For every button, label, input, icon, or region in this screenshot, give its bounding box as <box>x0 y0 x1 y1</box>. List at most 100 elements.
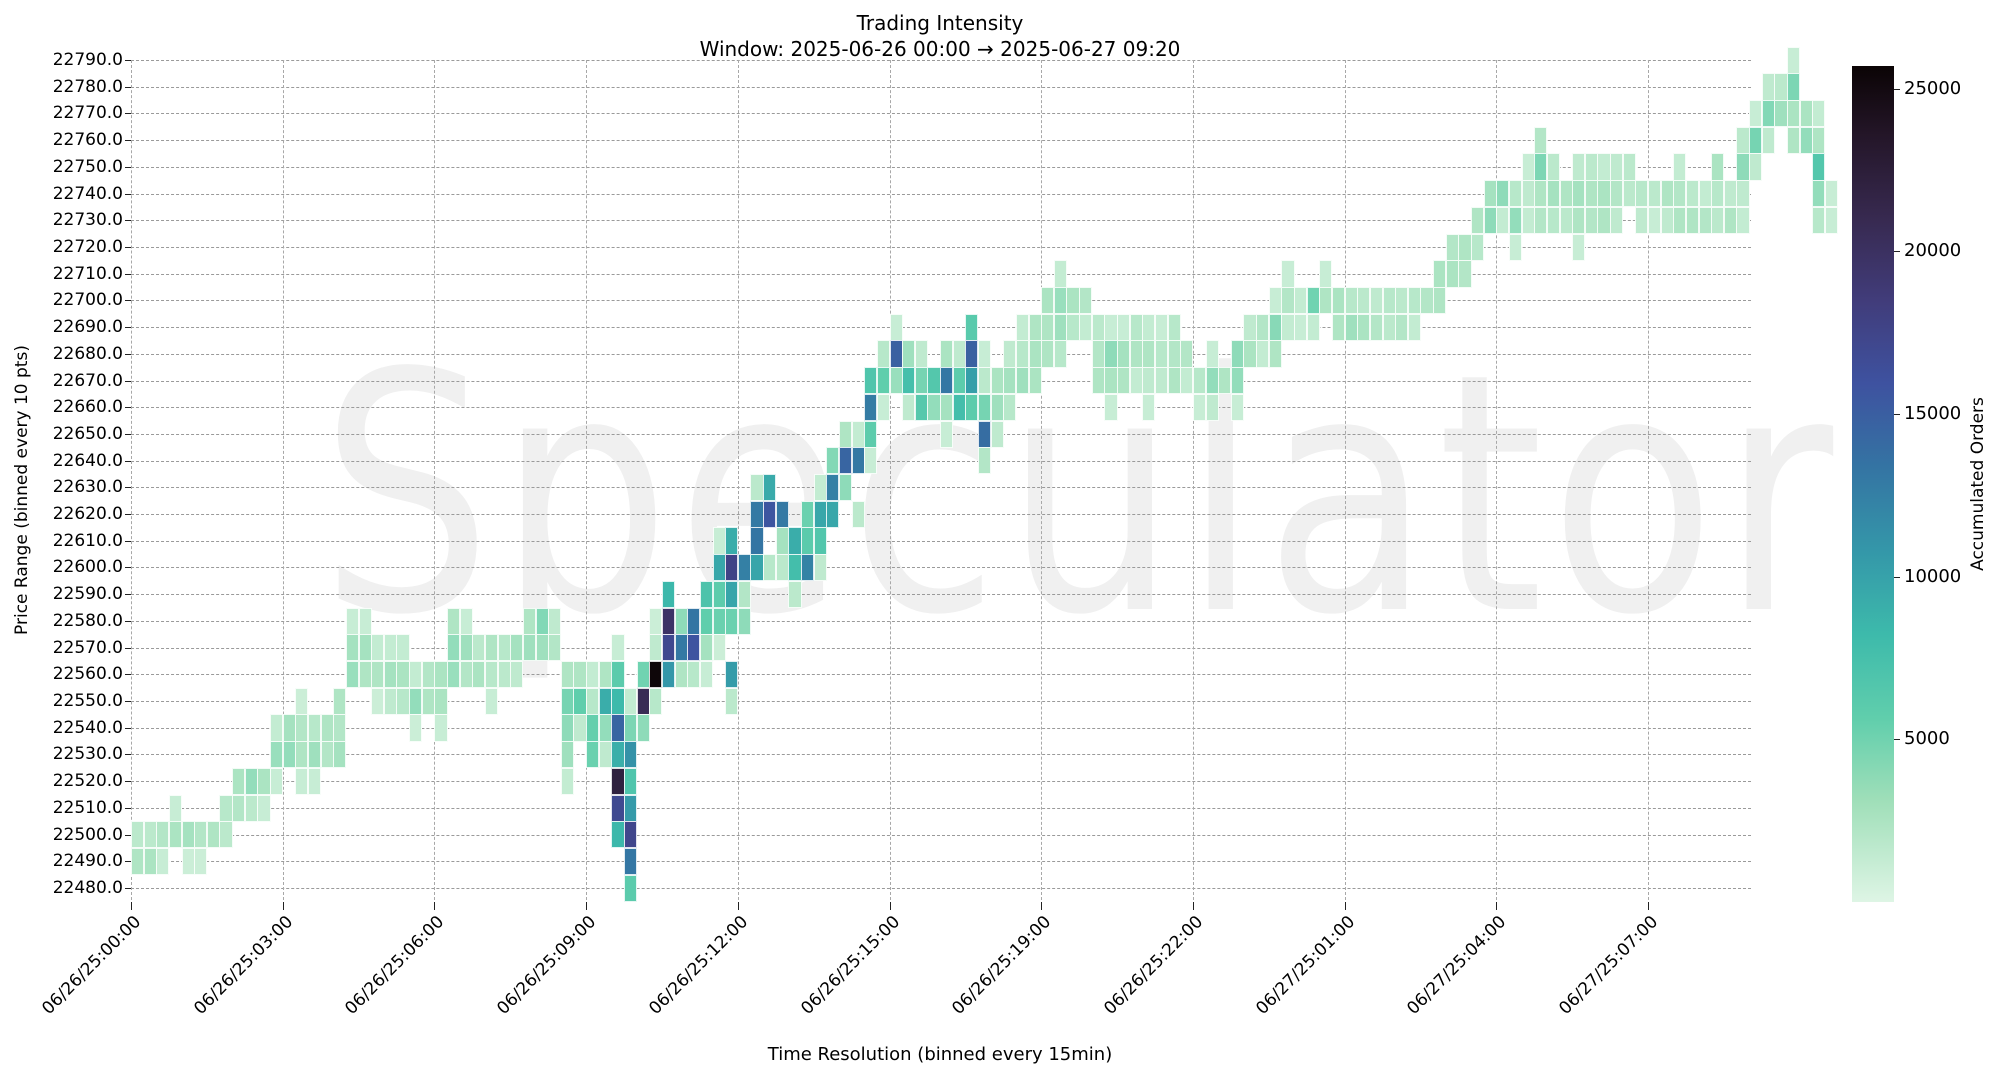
heatmap-cell <box>1572 180 1586 208</box>
heatmap-cell <box>1635 206 1649 235</box>
heatmap-cell <box>661 607 676 635</box>
heatmap-cell <box>586 660 600 689</box>
colorbar-label: Accumulated Orders <box>1968 397 1988 571</box>
heatmap-cell <box>940 340 954 368</box>
y-tick-mark <box>125 220 131 222</box>
heatmap-cell <box>1698 206 1712 235</box>
heatmap-cell <box>1129 313 1143 341</box>
y-tick-mark <box>125 620 131 622</box>
y-tick-label: 22670.0 <box>52 370 123 391</box>
y-tick-label: 22780.0 <box>52 76 123 97</box>
heatmap-cell <box>1053 287 1067 315</box>
heatmap-cell <box>763 474 777 502</box>
heatmap-cell <box>1154 367 1169 395</box>
heatmap-cell <box>1534 180 1548 208</box>
heatmap-cell <box>1104 393 1118 422</box>
y-tick-label: 22700.0 <box>52 290 123 311</box>
heatmap-cell <box>712 580 726 609</box>
heatmap-cell <box>1218 367 1232 395</box>
heatmap-cell <box>497 660 511 689</box>
heatmap-cell <box>1079 287 1093 315</box>
heatmap-cell <box>1041 340 1055 368</box>
heatmap-cell <box>1812 153 1826 181</box>
y-tick-mark <box>125 193 131 195</box>
y-gridline <box>131 727 1751 729</box>
heatmap-cell <box>1610 206 1624 235</box>
heatmap-cell <box>977 340 992 368</box>
y-gridline <box>131 193 1751 195</box>
heatmap-cell <box>484 634 499 662</box>
y-tick-label: 22720.0 <box>52 236 123 257</box>
heatmap-cell <box>1104 313 1118 341</box>
y-tick-label: 22760.0 <box>52 130 123 151</box>
heatmap-cell <box>1635 180 1649 208</box>
heatmap-cell <box>952 367 966 395</box>
heatmap-cell <box>965 340 979 368</box>
y-gridline <box>131 273 1751 275</box>
heatmap-cell <box>1180 367 1194 395</box>
heatmap-cell <box>244 767 258 796</box>
heatmap-cell <box>1053 260 1067 288</box>
y-tick-label: 22560.0 <box>52 664 123 685</box>
heatmap-cell <box>889 367 903 395</box>
heatmap-cell <box>775 527 789 555</box>
heatmap-cell <box>661 580 676 609</box>
y-gridline <box>131 594 1751 596</box>
heatmap-cell <box>560 714 574 742</box>
heatmap-cell <box>560 687 574 715</box>
y-gridline <box>131 220 1751 222</box>
heatmap-cell <box>1458 233 1472 261</box>
heatmap-cell <box>1117 367 1131 395</box>
heatmap-cell <box>1787 46 1801 74</box>
heatmap-cell <box>914 393 928 422</box>
heatmap-cell <box>725 527 739 555</box>
heatmap-cell <box>510 634 524 662</box>
heatmap-cell <box>307 767 322 796</box>
y-tick-label: 22530.0 <box>52 744 123 765</box>
heatmap-cell <box>1736 126 1750 154</box>
heatmap-cell <box>838 420 853 448</box>
x-tick-mark <box>1192 902 1194 910</box>
heatmap-cell <box>472 660 486 689</box>
heatmap-cell <box>636 687 650 715</box>
x-tick-label: 06/26/25:03:00 <box>190 912 297 1019</box>
y-gridline <box>131 674 1751 676</box>
heatmap-cell <box>257 794 271 822</box>
y-tick-mark <box>125 567 131 569</box>
heatmap-cell <box>358 660 372 689</box>
heatmap-cell <box>320 741 334 769</box>
x-tick-label: 06/27/25:01:00 <box>1251 912 1359 1019</box>
heatmap-cell <box>345 660 360 689</box>
heatmap-cell <box>990 420 1004 448</box>
heatmap-cell <box>1192 367 1207 395</box>
heatmap-cell <box>497 634 511 662</box>
heatmap-cell <box>1546 180 1560 208</box>
heatmap-cell <box>307 741 322 769</box>
y-tick-label: 22750.0 <box>52 156 123 177</box>
heatmap-cell <box>282 741 296 769</box>
heatmap-cell <box>1622 180 1636 208</box>
colorbar-tick-label: 25000 <box>1904 77 1962 99</box>
heatmap-cell <box>1584 153 1598 181</box>
x-gridline <box>1344 60 1346 900</box>
heatmap-cell <box>1723 180 1737 208</box>
heatmap-cell <box>1824 206 1839 235</box>
heatmap-cell <box>1496 206 1510 235</box>
heatmap-cell <box>649 607 663 635</box>
heatmap-cell <box>1597 206 1611 235</box>
heatmap-cell <box>560 660 574 689</box>
heatmap-cell <box>902 367 916 395</box>
heatmap-cell <box>232 767 246 796</box>
heatmap-cell <box>838 474 853 502</box>
heatmap-cell <box>1281 260 1295 288</box>
heatmap-cell <box>624 714 638 742</box>
heatmap-cell <box>131 821 145 849</box>
heatmap-cell <box>813 554 827 582</box>
y-tick-mark <box>125 327 131 329</box>
heatmap-cell <box>548 607 562 635</box>
heatmap-cell <box>358 634 372 662</box>
heatmap-cell <box>737 554 751 582</box>
heatmap-cell <box>345 607 360 635</box>
heatmap-cell <box>1711 153 1725 181</box>
y-gridline <box>131 113 1751 115</box>
